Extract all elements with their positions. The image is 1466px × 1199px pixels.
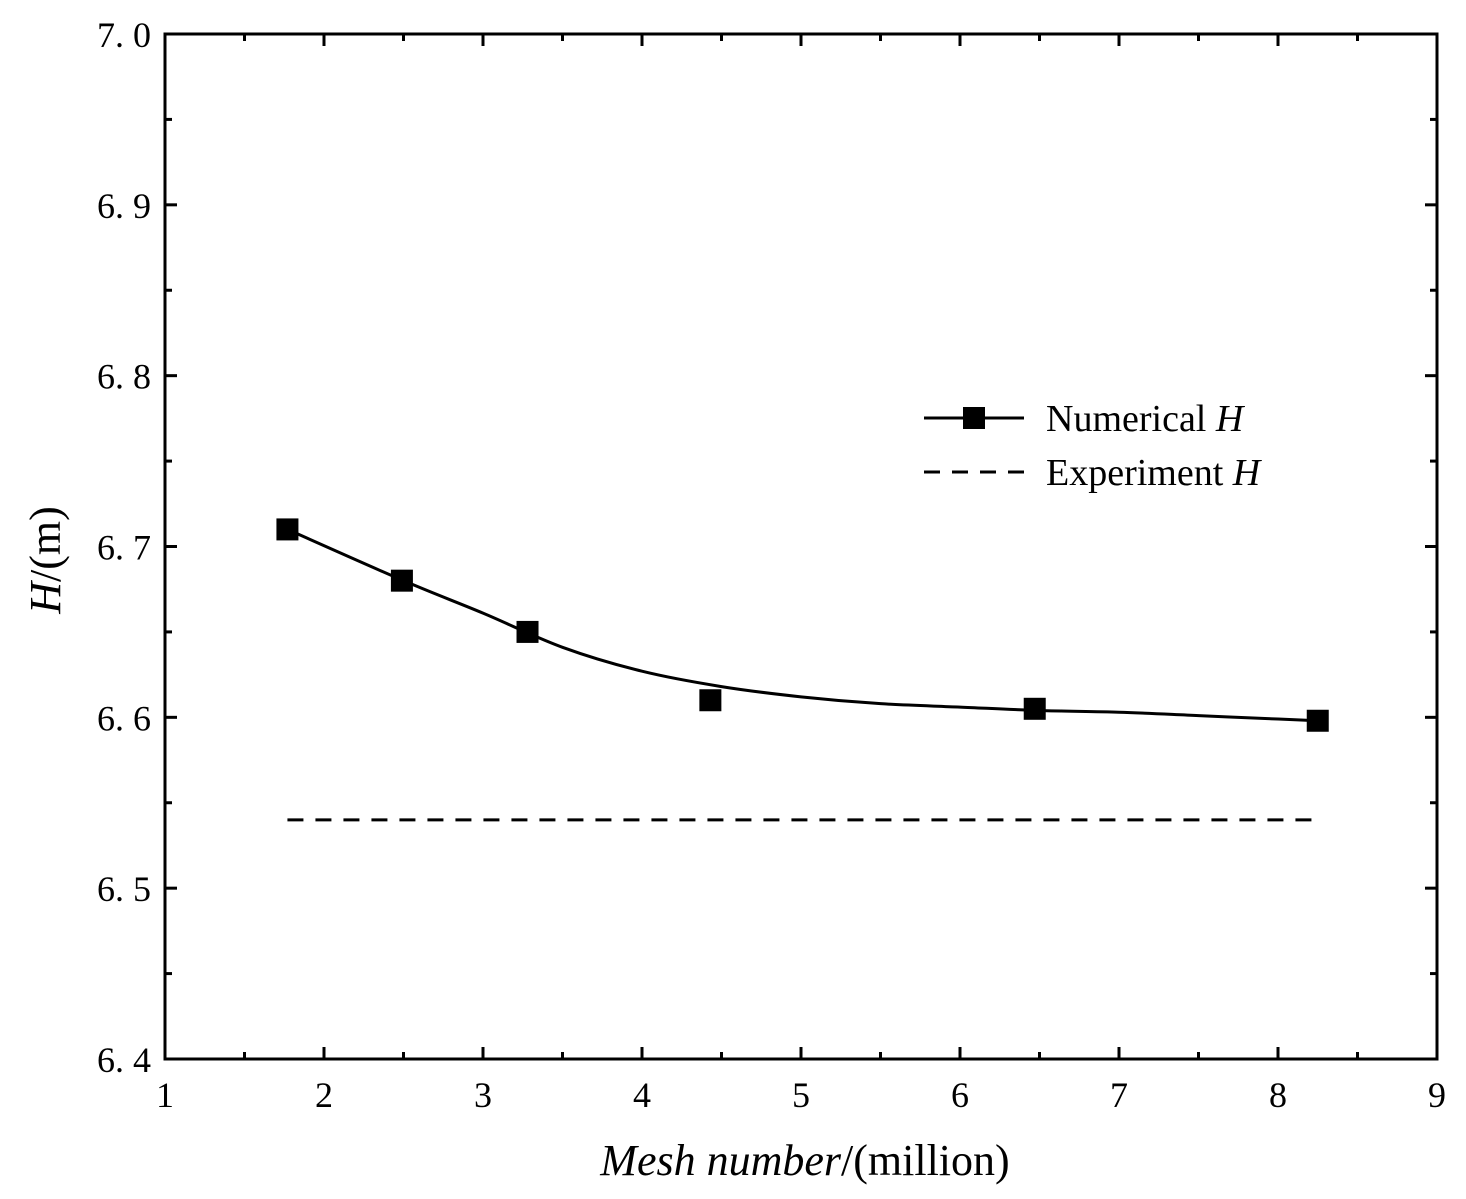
x-tick-label: 2 [315,1075,333,1115]
numerical-h-point [516,620,539,643]
legend-marker-numerical [963,407,985,429]
numerical-h-point [390,569,413,592]
numerical-h-point [1306,709,1329,732]
x-tick-label: 1 [156,1075,174,1115]
numerical-h-point [699,689,722,712]
x-tick-label: 4 [633,1075,651,1115]
x-tick-label: 6 [951,1075,969,1115]
x-tick-label: 8 [1269,1075,1287,1115]
y-tick-label: 7. 0 [97,15,151,55]
x-axis-title: Mesh number/(million) [599,1136,1009,1185]
axis-tick-labels: 1 2 3 4 5 6 7 8 9 6. 4 6. 5 6. 6 6. 7 6. 8 6. 9 7. 0 [97,15,1446,1115]
y-tick-label: 6. 7 [97,528,151,568]
legend: Numerical H Experiment H [924,398,1263,494]
y-tick-label: 6. 5 [97,869,151,909]
numerical-h-line [286,528,1318,723]
numerical-h-point [276,518,299,541]
x-tick-label: 3 [474,1075,492,1115]
x-tick-label: 7 [1110,1075,1128,1115]
y-tick-label: 6. 9 [97,186,151,226]
y-tick-label: 6. 6 [97,698,151,738]
y-tick-label: 6. 8 [97,357,151,397]
plot-frame [163,32,1439,1061]
y-axis-title: H/(m) [21,506,70,615]
legend-label-experiment: Experiment H [1046,452,1263,494]
legend-label-numerical: Numerical H [1046,398,1246,440]
x-tick-label: 5 [792,1075,810,1115]
axis-ticks [163,32,1439,1061]
x-tick-label: 9 [1428,1075,1446,1115]
y-tick-label: 6. 4 [97,1040,151,1080]
numerical-h-markers [276,518,1329,732]
numerical-h-point [1023,697,1046,720]
